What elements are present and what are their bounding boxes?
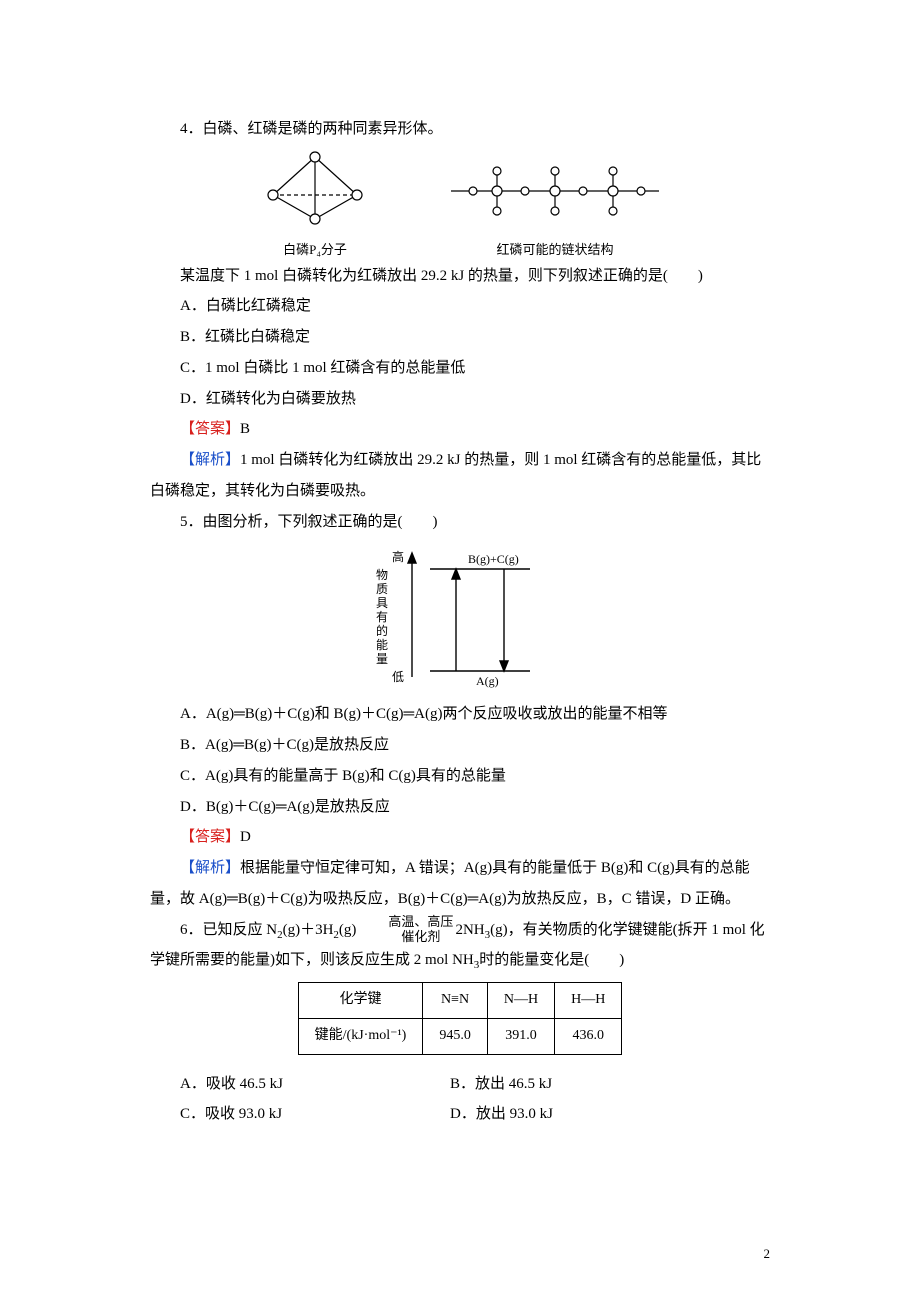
val-hh: 436.0 [555,1018,622,1054]
y-bot-label: 低 [392,670,404,684]
q6-opt-b: B．放出 46.5 kJ [450,1069,770,1100]
val-nh: 391.0 [487,1018,554,1054]
q5-opt-a: A．A(g)═B(g)＋C(g)和 B(g)＋C(g)═A(g)两个反应吸收或放… [150,699,770,730]
energy-diagram: 高 物 质 具 有 的 能 量 低 B(g)+C(g) A( [360,543,560,693]
bot-state: A(g) [476,674,499,688]
q6-stem: 6．已知反应 N2(g)＋3H2(g)高温、高压催化剂2NH3(g)，有关物质的… [150,915,770,977]
q5-figure: 高 物 质 具 有 的 能 量 低 B(g)+C(g) A( [150,543,770,693]
q6-opt-a: A．吸收 46.5 kJ [150,1069,450,1100]
bond-energy-table: 化学键 N≡N N—H H—H 键能/(kJ·mol⁻¹) 945.0 391.… [298,982,623,1054]
svg-text:具: 具 [376,596,388,610]
q4-fig-left: 白磷P₄分子 [255,151,375,259]
q4-opt-d: D．红磷转化为白磷要放热 [150,384,770,415]
q5-opt-d: D．B(g)＋C(g)═A(g)是放热反应 [150,792,770,823]
q4-opt-c: C．1 mol 白磷比 1 mol 红磷含有的总能量低 [150,353,770,384]
q4-opt-a: A．白磷比红磷稳定 [150,291,770,322]
val-nn: 945.0 [423,1018,488,1054]
svg-text:能: 能 [376,638,388,652]
answer-label: 【答案】 [180,829,240,845]
th-nn: N≡N [423,983,488,1019]
q6-opt-d: D．放出 93.0 kJ [450,1099,770,1130]
svg-text:量: 量 [376,652,388,666]
q5-answer-value: D [240,829,251,845]
answer-label: 【答案】 [180,421,240,437]
q5-answer: 【答案】D [150,822,770,853]
svg-text:质: 质 [376,582,388,596]
q4-line2: 某温度下 1 mol 白磷转化为红磷放出 29.2 kJ 的热量，则下列叙述正确… [150,261,770,292]
q4-fig-left-caption: 白磷P₄分子 [255,241,375,259]
q5-opt-b: B．A(g)═B(g)＋C(g)是放热反应 [150,730,770,761]
y-top-label: 高 [392,549,404,564]
white-phosphorus-diagram [255,151,375,225]
q5-explain: 【解析】根据能量守恒定律可知，A 错误；A(g)具有的能量低于 B(g)和 C(… [150,853,770,915]
th-bond: 化学键 [298,983,423,1019]
q4-explain-text: 1 mol 白磷转化为红磷放出 29.2 kJ 的热量，则 1 mol 红磷含有… [150,452,761,499]
q4-explain: 【解析】1 mol 白磷转化为红磷放出 29.2 kJ 的热量，则 1 mol … [150,445,770,507]
th-hh: H—H [555,983,622,1019]
explain-label: 【解析】 [180,452,240,468]
y-axis-label: 物 质 具 有 的 能 量 [376,568,388,666]
q5-opt-c: C．A(g)具有的能量高于 B(g)和 C(g)具有的总能量 [150,761,770,792]
q5-explain-text: 根据能量守恒定律可知，A 错误；A(g)具有的能量低于 B(g)和 C(g)具有… [150,860,750,907]
q4-opt-b: B．红磷比白磷稳定 [150,322,770,353]
q5-stem: 5．由图分析，下列叙述正确的是( ) [150,507,770,538]
q6-opt-c: C．吸收 93.0 kJ [150,1099,450,1130]
red-phosphorus-diagram [445,151,665,225]
th-nh: N—H [487,983,554,1019]
q6-opts-row1: A．吸收 46.5 kJ B．放出 46.5 kJ [150,1069,770,1100]
q4-figure: 白磷P₄分子 [150,151,770,259]
top-state: B(g)+C(g) [468,552,519,566]
q6-stem-pre: 6．已知反应 N [180,922,277,938]
q6-stem-after: 2NH [455,922,484,938]
page-number: 2 [764,1241,771,1268]
q4-answer-value: B [240,421,250,437]
q6-stem-tail2: 时的能量变化是( ) [479,952,624,968]
q4-fig-right-caption: 红磷可能的链状结构 [445,241,665,259]
explain-label: 【解析】 [180,860,240,876]
q6-opts-row2: C．吸收 93.0 kJ D．放出 93.0 kJ [150,1099,770,1130]
svg-text:物: 物 [376,568,388,582]
svg-text:有: 有 [376,610,388,624]
table-row: 化学键 N≡N N—H H—H [298,983,622,1019]
q6-stem-mid: (g)＋3H [283,922,334,938]
reaction-conditions: 高温、高压催化剂 [358,915,453,945]
q4-stem: 4．白磷、红磷是磷的两种同素异形体。 [150,114,770,145]
table-row: 键能/(kJ·mol⁻¹) 945.0 391.0 436.0 [298,1018,622,1054]
svg-text:的: 的 [376,623,388,638]
q4-fig-right: 红磷可能的链状结构 [445,151,665,259]
row-label: 键能/(kJ·mol⁻¹) [298,1018,423,1054]
q4-answer: 【答案】B [150,414,770,445]
